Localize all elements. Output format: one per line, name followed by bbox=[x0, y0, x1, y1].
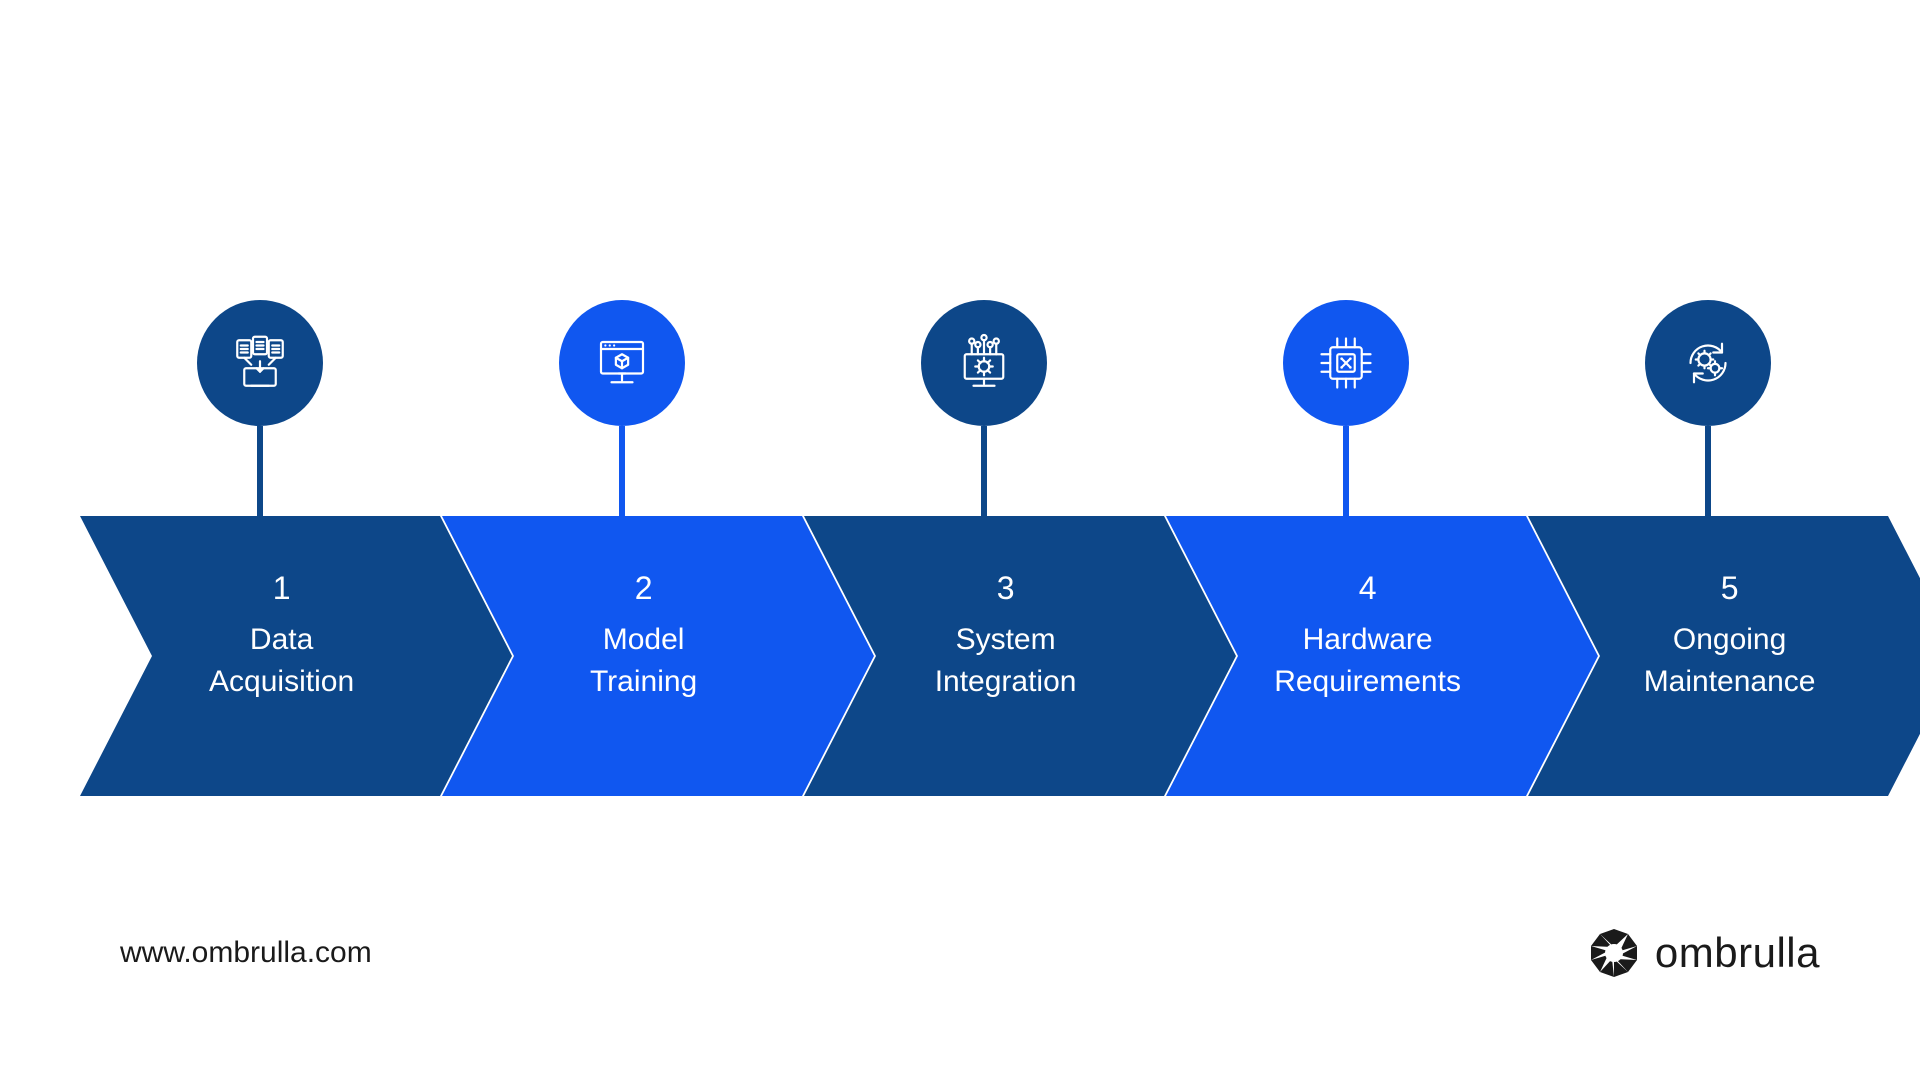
connector-line bbox=[1705, 426, 1711, 516]
brand-name: ombrulla bbox=[1655, 929, 1820, 977]
website-url: www.ombrulla.com bbox=[120, 936, 372, 970]
process-step-1: 1 Data Acquisition bbox=[80, 300, 440, 820]
process-step-5: 5 Ongoing Maintenance bbox=[1528, 300, 1888, 820]
step-text: Ongoing Maintenance bbox=[1571, 619, 1888, 703]
process-step-4: 4 Hardware Requirements bbox=[1166, 300, 1526, 820]
step-label: 2 Model Training bbox=[442, 570, 802, 703]
step-number: 5 bbox=[1571, 570, 1888, 607]
step-number: 2 bbox=[485, 570, 802, 607]
step-number: 3 bbox=[847, 570, 1164, 607]
connector-line bbox=[1343, 426, 1349, 516]
hardware-requirements-icon bbox=[1283, 300, 1409, 426]
process-diagram: 1 Data Acquisition 2 Model Training bbox=[80, 300, 1890, 820]
aperture-icon bbox=[1587, 926, 1641, 980]
connector-line bbox=[981, 426, 987, 516]
step-text: Model Training bbox=[485, 619, 802, 703]
process-step-3: 3 System Integration bbox=[804, 300, 1164, 820]
step-number: 1 bbox=[123, 570, 440, 607]
footer: www.ombrulla.com ombrulla bbox=[120, 926, 1820, 980]
step-text: System Integration bbox=[847, 619, 1164, 703]
step-number: 4 bbox=[1209, 570, 1526, 607]
step-text: Data Acquisition bbox=[123, 619, 440, 703]
step-text: Hardware Requirements bbox=[1209, 619, 1526, 703]
connector-line bbox=[257, 426, 263, 516]
model-training-icon bbox=[559, 300, 685, 426]
step-label: 3 System Integration bbox=[804, 570, 1164, 703]
step-label: 4 Hardware Requirements bbox=[1166, 570, 1526, 703]
system-integration-icon bbox=[921, 300, 1047, 426]
data-acquisition-icon bbox=[197, 300, 323, 426]
ongoing-maintenance-icon bbox=[1645, 300, 1771, 426]
brand-logo: ombrulla bbox=[1587, 926, 1820, 980]
process-step-2: 2 Model Training bbox=[442, 300, 802, 820]
step-label: 5 Ongoing Maintenance bbox=[1528, 570, 1888, 703]
connector-line bbox=[619, 426, 625, 516]
step-label: 1 Data Acquisition bbox=[80, 570, 440, 703]
